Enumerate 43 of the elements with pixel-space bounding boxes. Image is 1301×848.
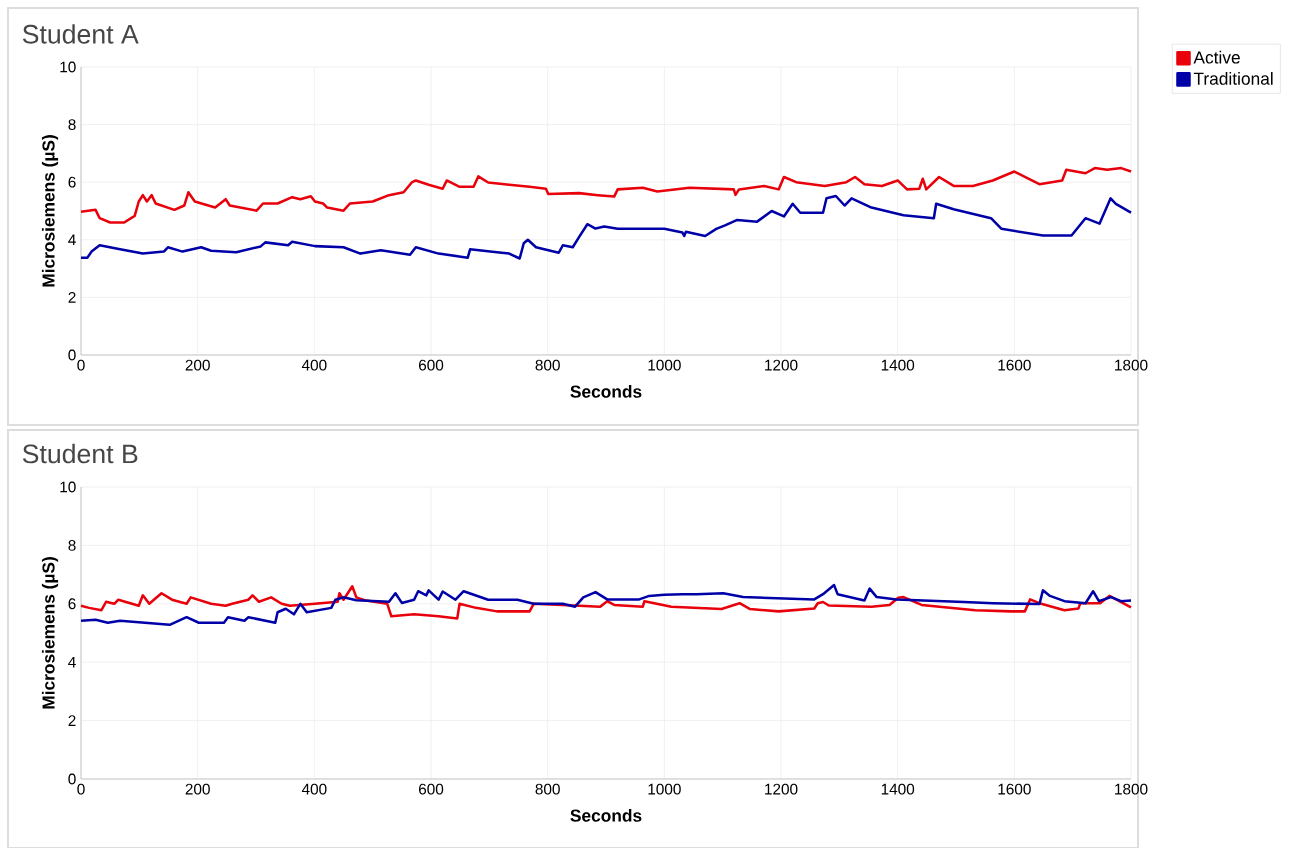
x-axis-title: Seconds (570, 385, 642, 398)
x-tick-label: 1600 (998, 783, 1031, 795)
y-tick-label: 10 (60, 61, 76, 73)
y-tick-label: 6 (68, 598, 76, 610)
x-tick-label: 1200 (765, 783, 798, 795)
y-tick-label: 4 (68, 656, 76, 668)
y-tick-label: 0 (68, 773, 76, 785)
x-tick-label: 0 (77, 359, 85, 371)
x-tick-label: 1400 (881, 359, 915, 371)
x-tick-label: 600 (418, 359, 444, 371)
legend-label: Traditional (1193, 72, 1273, 85)
y-axis-title: Microsiemens (µS) (41, 135, 59, 287)
y-tick-label: 2 (68, 715, 76, 726)
x-tick-label: 400 (301, 359, 327, 371)
x-tick-label: 1800 (1115, 359, 1148, 371)
x-tick-label: 0 (77, 783, 85, 795)
x-tick-label: 1000 (648, 783, 681, 795)
legend-label: Active (1193, 50, 1240, 64)
x-tick-label: 600 (418, 783, 444, 795)
y-tick-label: 6 (68, 176, 76, 188)
y-tick-label: 4 (68, 234, 76, 246)
x-axis-title: Seconds (570, 809, 642, 822)
line-series (79, 583, 1133, 627)
x-tick-label: 800 (535, 783, 560, 795)
chart-title: Student A (22, 24, 139, 44)
line-series (79, 166, 1133, 224)
x-tick-label: 1400 (881, 783, 915, 795)
y-tick-label: 8 (68, 539, 76, 551)
y-axis-title: Microsiemens (µS) (41, 557, 59, 709)
y-tick-label: 8 (68, 119, 76, 131)
x-tick-label: 200 (185, 783, 210, 795)
y-tick-label: 10 (60, 481, 76, 493)
x-tick-label: 1000 (648, 359, 681, 371)
x-tick-label: 200 (185, 359, 210, 371)
x-tick-label: 1800 (1115, 783, 1148, 795)
y-tick-label: 0 (68, 349, 76, 361)
x-tick-label: 800 (535, 359, 560, 371)
chart-title: Student B (22, 443, 138, 464)
y-tick-label: 2 (68, 292, 76, 303)
x-tick-label: 400 (301, 783, 327, 795)
line-series (79, 194, 1133, 260)
x-tick-label: 1600 (998, 359, 1031, 371)
x-tick-label: 1200 (765, 359, 798, 371)
